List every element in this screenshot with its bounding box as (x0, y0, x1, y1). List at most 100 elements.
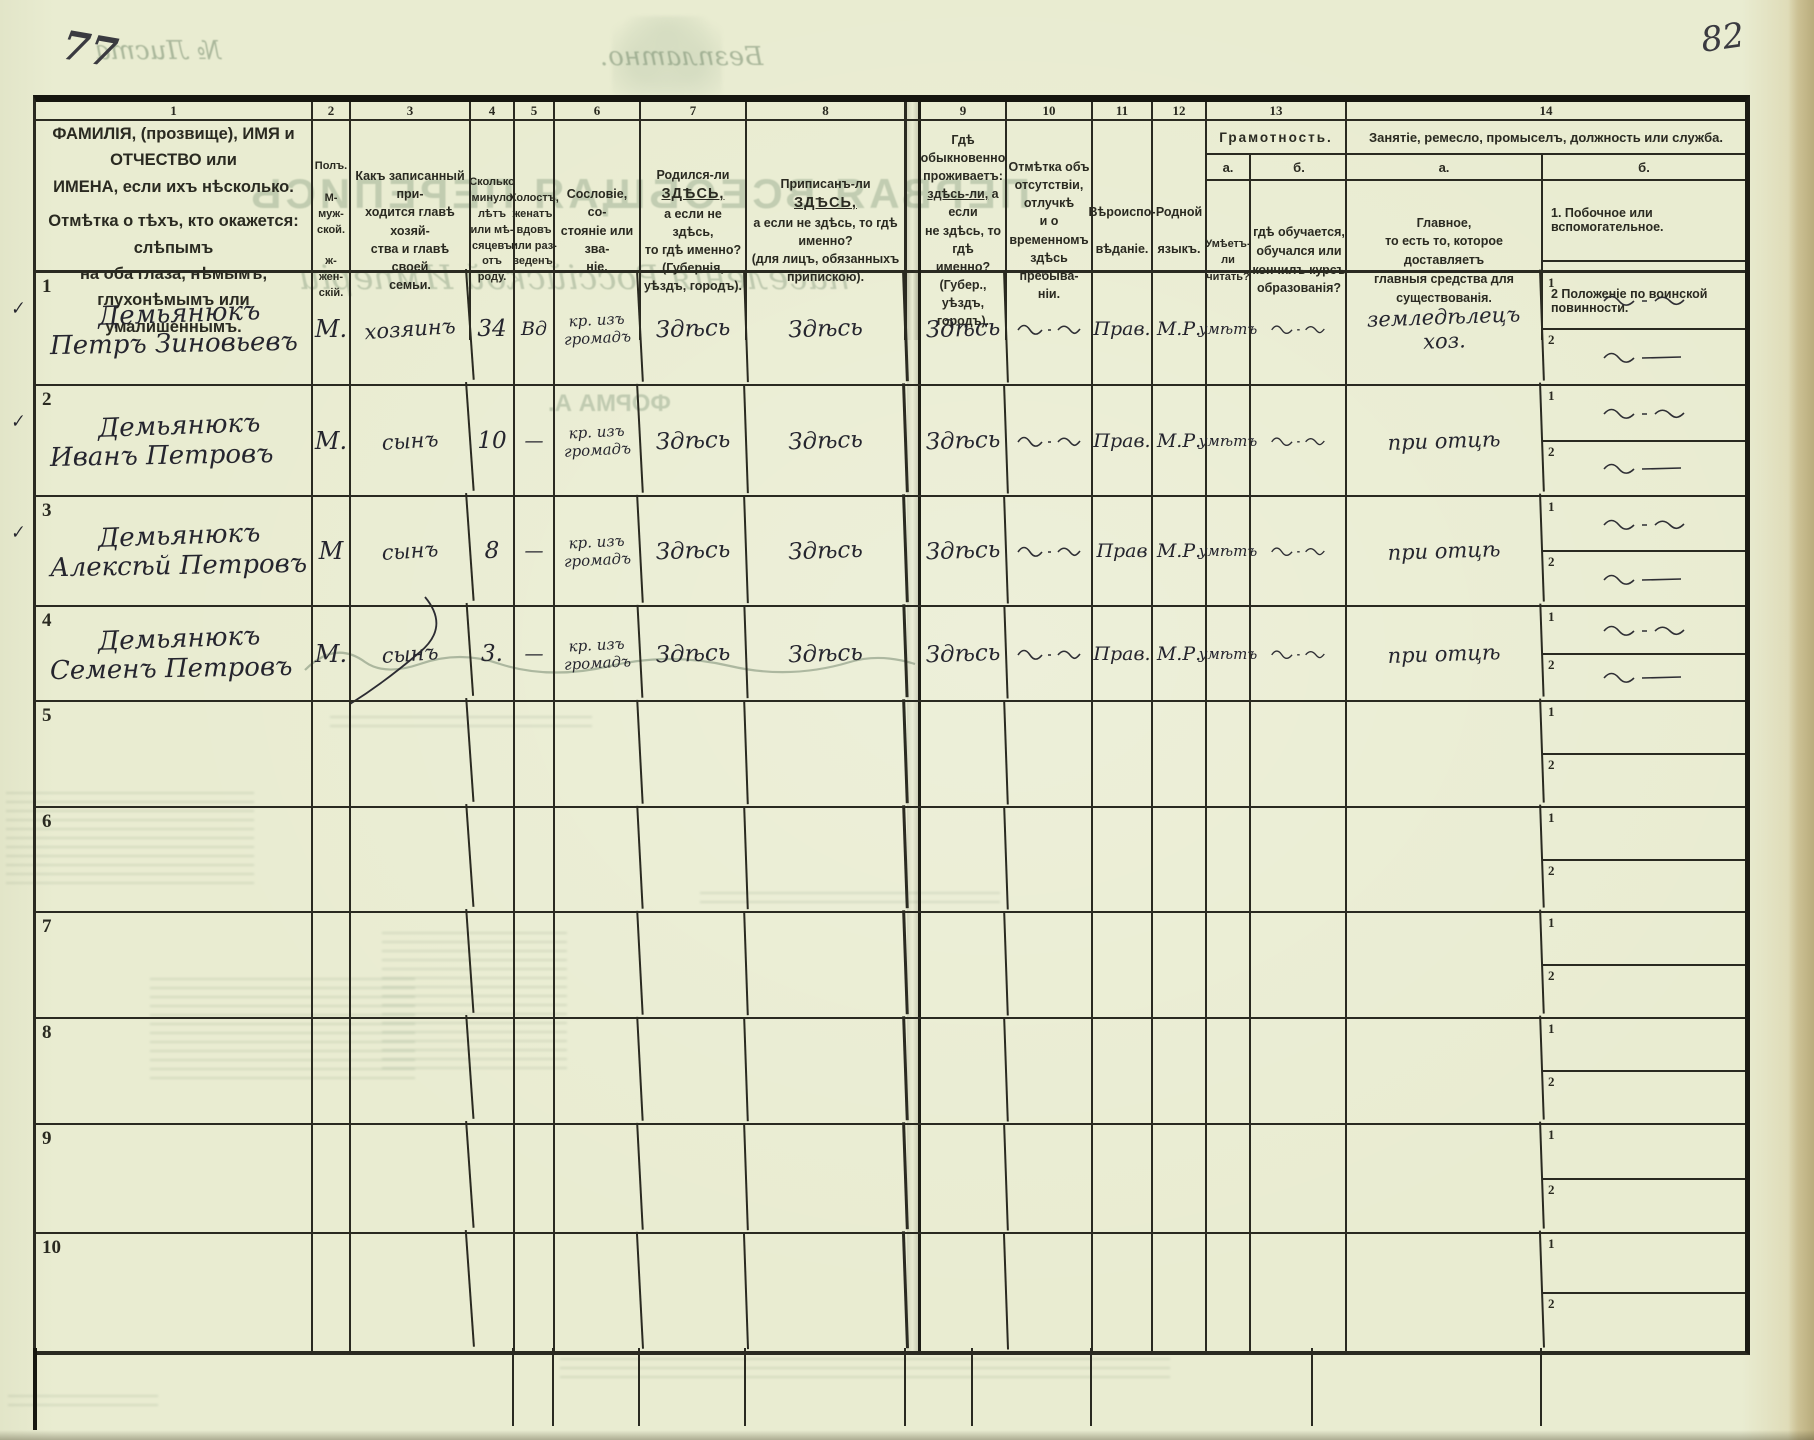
education-cell (1251, 1019, 1347, 1123)
residence-cell (919, 911, 1009, 1019)
ditto-squiggle-icon (1603, 574, 1682, 585)
age-cell (471, 913, 515, 1017)
relation-cell (347, 1229, 475, 1356)
literacy-cell (1207, 1125, 1251, 1232)
table-stub-line (744, 1348, 746, 1426)
side-occupation-1: 1 (1543, 1019, 1745, 1072)
ditto-squiggle-icon (1017, 649, 1081, 660)
sub-label-1: 1 (1548, 810, 1555, 825)
occupation-cell (1345, 909, 1545, 1021)
header-religion: Вѣроиспо- вѣданіе. (1088, 121, 1156, 341)
residence-cell (919, 806, 1009, 913)
birthplace-cell: Здѣсь (639, 271, 749, 386)
col-number: 14 (1539, 102, 1553, 118)
ditto-squiggle-icon (1603, 625, 1685, 636)
side-occupation-1: 1 (1543, 497, 1745, 552)
name-cell: 3 ✓ Демьянюкъ Алексѣй Петровъ (8, 497, 313, 605)
col-number: 5 (515, 102, 555, 119)
surname: Демьянюкъ (97, 295, 261, 332)
religion-cell (1093, 702, 1153, 806)
education-cell (1251, 386, 1347, 495)
relation-cell: сынъ (347, 492, 475, 610)
birthplace-cell: Здѣсь (639, 384, 749, 497)
occupation-cell: при отцѣ (1345, 603, 1545, 704)
religion-cell: Прав. (1093, 607, 1153, 700)
education-cell (1251, 1125, 1347, 1232)
side-occupation-2: 2 (1543, 1072, 1745, 1123)
sub-label-2: 2 (1548, 554, 1555, 569)
absence-cell (1007, 1019, 1093, 1123)
language-cell (1153, 1019, 1207, 1123)
name-cell: 4 Демьянюкъ Семенъ Петровъ (36, 607, 313, 700)
registration-cell (745, 699, 909, 809)
side-occupation-2: 2 (1543, 1294, 1745, 1352)
row-number: 2 (42, 389, 52, 410)
estate-cell (552, 699, 644, 809)
residence-cell (918, 1232, 1010, 1353)
literacy-sub-a-desc: Умѣетъ- ли читать? (1205, 181, 1251, 341)
ditto-squiggle-icon (1271, 649, 1325, 659)
religion-cell (1093, 913, 1153, 1017)
row-number: 10 (42, 1237, 61, 1258)
estate-cell (551, 1231, 645, 1354)
sex-cell (313, 702, 351, 806)
residence-cell (919, 1123, 1009, 1234)
check-mark-icon: ✓ (8, 297, 26, 321)
marital-cell: — (515, 497, 555, 605)
page-bottom-shadow (0, 1430, 1814, 1440)
birthplace-cell: Здѣсь (639, 605, 749, 702)
occupation-cell (1345, 804, 1545, 915)
bleed-line (560, 1358, 1170, 1380)
sub-label-1: 1 (1548, 915, 1555, 930)
age-cell: 34 (471, 273, 515, 384)
name-cell: 8 (36, 1019, 313, 1123)
row-number: 4 (42, 610, 52, 631)
sex-cell (313, 1125, 351, 1232)
header-estate: Сословіе, со- стояніе или зва- ніе. (555, 121, 641, 341)
registration-cell: Здѣсь (745, 604, 909, 703)
given-name: Семенъ Петровъ (49, 651, 293, 686)
marital-cell: — (515, 607, 555, 700)
sub-label-2: 2 (1548, 331, 1555, 347)
occupation-sub-a-label: а. (1347, 155, 1543, 179)
page-edge (1788, 0, 1814, 1440)
absence-cell (1007, 913, 1093, 1017)
age-cell (471, 1125, 515, 1232)
column-number-strip: 1 2 3 4 5 6 7 8 9 10 11 12 13 14 (36, 102, 1745, 121)
education-cell (1251, 497, 1347, 605)
header-age: Сколько минуло лѣтъ или мѣ- сяцевъ отъ р… (469, 121, 515, 341)
table-stub-line (512, 1348, 514, 1426)
col-number: 7 (641, 102, 747, 119)
col-number: 2 (313, 102, 351, 119)
row-number: 5 (42, 705, 52, 726)
occupation-main-desc: Главное, то есть то, которое доставляетъ… (1347, 181, 1543, 341)
header-birthplace: Родился-ли ЗДѢСЬ, а если не здѣсь, то гд… (641, 121, 747, 341)
side-occupation-1: 1 (1543, 702, 1745, 755)
table-row: 9 1 2 (36, 1120, 1745, 1237)
estate-cell (552, 910, 644, 1020)
side-occupation-cell: 1 2 (1543, 497, 1745, 605)
table-row: 8 1 2 (36, 1014, 1745, 1128)
age-cell: 3. (471, 607, 515, 700)
name-cell: 5 (36, 702, 313, 806)
literacy-sub-b-label: б. (1293, 159, 1305, 175)
side-occupation-cell: 1 2 (1543, 386, 1745, 495)
table-body: 1 ✓ Демьянюкъ Петръ Зиновьевъ М. хозяинъ… (8, 268, 1745, 1356)
header-residence: Гдѣ обыкновенно проживаетъ: здѣсь-ли, а … (921, 121, 1007, 341)
registration-cell (745, 1231, 909, 1354)
row-number: 1 (42, 276, 52, 297)
language-cell: М.Р. (1153, 607, 1207, 700)
language-cell: М.Р. (1153, 497, 1207, 605)
fold-gap (907, 102, 921, 119)
marital-cell (515, 913, 555, 1017)
marital-cell (515, 1234, 555, 1351)
residence-cell: Здѣсь (919, 605, 1009, 702)
literacy-cell (1207, 702, 1251, 806)
fold-gap (907, 702, 921, 806)
estate-cell (552, 1016, 644, 1126)
sub-label-2: 2 (1548, 1295, 1555, 1311)
ditto-squiggle-icon (1271, 547, 1325, 557)
bleed-line (700, 892, 1000, 908)
header-sex: Полъ. М-муж- ской. ж-жен- скій. (313, 121, 351, 341)
bleed-line (330, 716, 592, 732)
